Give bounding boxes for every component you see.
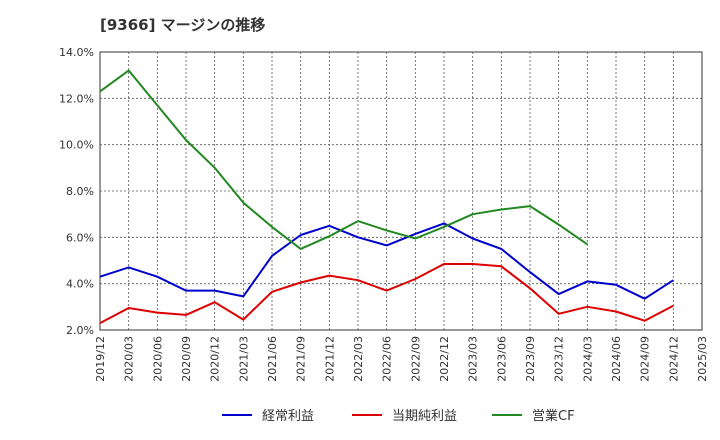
legend: 経常利益 当期純利益 営業CF bbox=[222, 408, 575, 424]
x-axis-ticks: 2019/12 2020/03 2020/06 2020/09 2020/12 2021/… bbox=[94, 336, 709, 382]
y-tick-label: 4.0% bbox=[66, 278, 94, 291]
x-tick-label: 2021/06 bbox=[266, 336, 279, 382]
series-line-2 bbox=[99, 263, 674, 324]
x-tick-label: 2022/06 bbox=[381, 336, 394, 382]
legend-label-3: 営業CF bbox=[532, 408, 575, 424]
x-tick-label: 2023/09 bbox=[524, 336, 537, 382]
series-line-1 bbox=[99, 222, 674, 300]
chart-title: [9366] マージンの推移 bbox=[100, 16, 266, 34]
x-tick-label: 2021/09 bbox=[295, 336, 308, 382]
x-tick-label: 2024/03 bbox=[581, 336, 594, 382]
series-lines bbox=[99, 69, 674, 324]
legend-label-1: 経常利益 bbox=[262, 409, 314, 424]
x-tick-label: 2019/12 bbox=[94, 336, 107, 382]
x-tick-label: 2020/03 bbox=[123, 336, 136, 382]
x-tick-label: 2022/03 bbox=[352, 336, 365, 382]
legend-label-2: 当期純利益 bbox=[392, 409, 457, 424]
y-tick-label: 10.0% bbox=[59, 139, 94, 152]
y-tick-label: 12.0% bbox=[59, 92, 94, 105]
x-tick-label: 2024/12 bbox=[667, 336, 680, 382]
x-tick-label: 2024/09 bbox=[639, 336, 652, 382]
x-tick-label: 2022/12 bbox=[438, 336, 451, 382]
x-tick-label: 2020/06 bbox=[151, 336, 164, 382]
y-tick-label: 14.0% bbox=[59, 46, 94, 59]
x-tick-label: 2020/12 bbox=[209, 336, 222, 382]
y-tick-label: 8.0% bbox=[66, 185, 94, 198]
series-line-3 bbox=[99, 69, 588, 250]
x-tick-label: 2020/09 bbox=[180, 336, 193, 382]
x-tick-label: 2024/06 bbox=[610, 336, 623, 382]
x-tick-label: 2025/03 bbox=[696, 336, 709, 382]
y-tick-label: 2.0% bbox=[66, 324, 94, 337]
x-tick-label: 2022/09 bbox=[409, 336, 422, 382]
x-tick-label: 2023/12 bbox=[553, 336, 566, 382]
grid-lines bbox=[100, 52, 702, 330]
x-tick-label: 2021/12 bbox=[323, 336, 336, 382]
x-tick-label: 2023/03 bbox=[467, 336, 480, 382]
y-axis-ticks: 2.0% 4.0% 6.0% 8.0% 10.0% 12.0% 14.0% bbox=[59, 46, 94, 337]
x-tick-label: 2021/03 bbox=[237, 336, 250, 382]
y-tick-label: 6.0% bbox=[66, 231, 94, 244]
x-tick-label: 2023/06 bbox=[495, 336, 508, 382]
